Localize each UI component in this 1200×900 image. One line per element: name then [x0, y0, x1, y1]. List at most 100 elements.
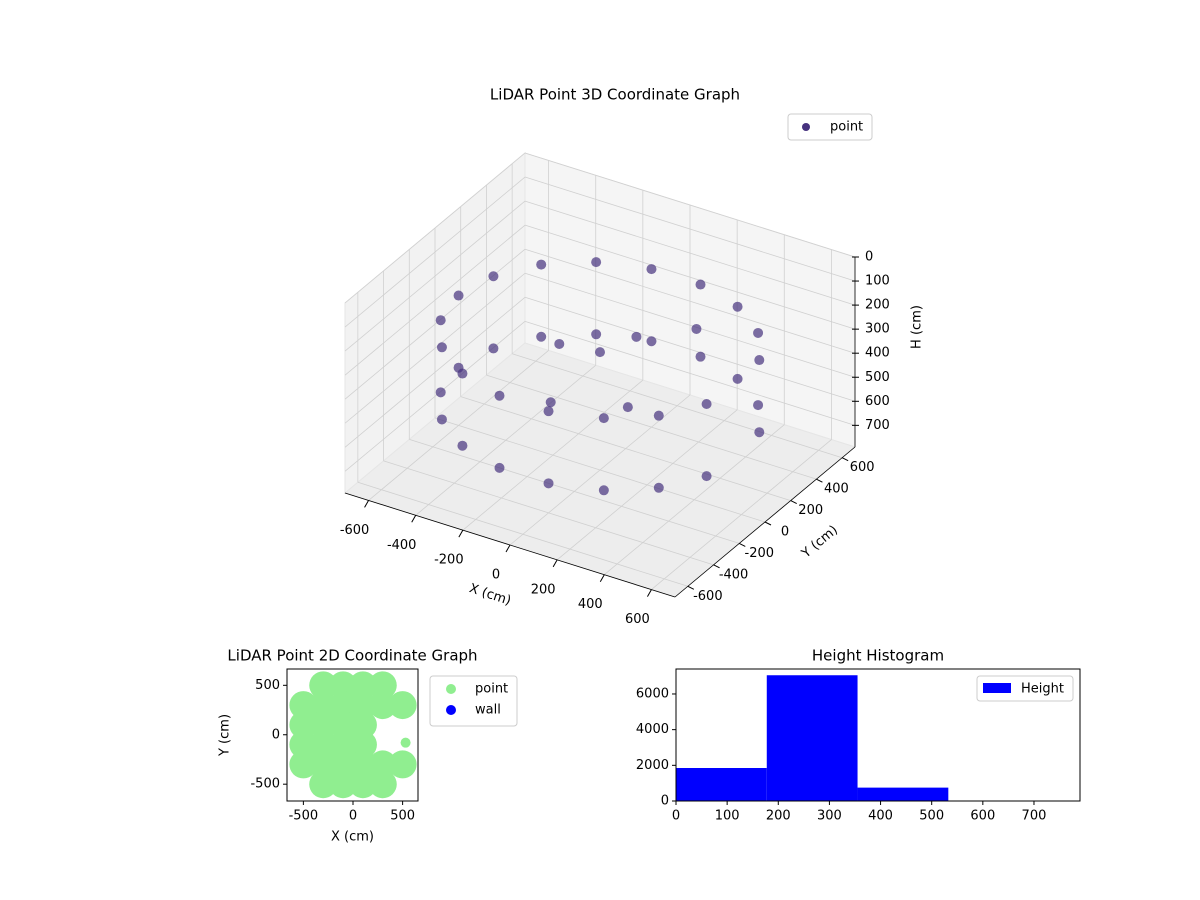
grid-line [524, 296, 856, 402]
point [488, 343, 499, 354]
point [732, 373, 743, 384]
x-axis-label: X (cm) [467, 581, 513, 609]
y-tick-label: 0 [781, 525, 789, 540]
point [435, 387, 446, 398]
plot-area [676, 675, 1040, 801]
bar [676, 768, 767, 801]
y-tick-label: 2000 [636, 758, 669, 773]
chart-title: Height Histogram [812, 647, 944, 665]
grid-line [524, 272, 856, 378]
point [691, 323, 702, 334]
point [457, 440, 468, 451]
x-tick-label: 0 [672, 809, 680, 824]
legend-label: point [830, 120, 863, 135]
point [653, 410, 664, 421]
grid-line [434, 417, 766, 523]
legend-box [976, 675, 1074, 702]
series-points [435, 257, 765, 496]
point [329, 691, 358, 720]
z-tick-label: 700 [865, 418, 890, 433]
y-tick [739, 542, 746, 547]
grid-line [524, 248, 856, 354]
grid-line [357, 481, 688, 587]
point [598, 413, 609, 424]
y-tick [764, 521, 772, 526]
point [753, 327, 764, 338]
point [388, 750, 417, 779]
legend-label: Height [1021, 682, 1064, 697]
grid-line [486, 374, 817, 480]
x-tick [364, 500, 370, 508]
point [329, 770, 358, 799]
point [453, 290, 464, 301]
point [543, 406, 554, 417]
point [622, 402, 633, 413]
z-tick-label: 600 [865, 394, 890, 409]
y-axis-line [674, 446, 856, 598]
point [436, 414, 447, 425]
point [348, 710, 377, 739]
z-tick-label: 200 [865, 298, 890, 313]
x-tick [458, 529, 464, 538]
z-tick-label: 400 [865, 346, 890, 361]
y-tick-label: 0 [272, 727, 280, 742]
point [543, 478, 554, 489]
grid-line [344, 200, 526, 352]
point [368, 671, 397, 700]
x-tick-label: 0 [349, 809, 357, 824]
grid-line [524, 200, 856, 306]
y-tick-label: -500 [250, 777, 280, 792]
point [329, 671, 358, 700]
x-tick-label: -500 [289, 809, 319, 824]
x-axis-label: X (cm) [331, 830, 374, 845]
grid-line [512, 353, 843, 459]
y-tick [687, 585, 695, 590]
grid-line [344, 296, 526, 448]
point [329, 710, 358, 739]
point [591, 329, 602, 340]
point [453, 362, 464, 373]
x-tick-label: 500 [919, 809, 944, 824]
point [488, 271, 499, 282]
point [591, 257, 602, 268]
y-tick-label: 4000 [636, 722, 669, 737]
point [309, 770, 338, 799]
point [695, 279, 706, 290]
legend-box [787, 113, 873, 141]
point [309, 750, 338, 779]
legend-marker [446, 705, 456, 715]
legend-marker [446, 684, 456, 694]
point [309, 710, 338, 739]
x-tick-label: 200 [531, 582, 556, 597]
x-tick-label: 600 [625, 612, 650, 627]
y-tick [713, 564, 720, 569]
x-tick-label: 600 [970, 809, 995, 824]
point [309, 730, 338, 759]
x-tick-label: 400 [578, 597, 603, 612]
point [368, 750, 397, 779]
y-tick-label: 200 [798, 503, 823, 518]
legend-marker [983, 683, 1011, 693]
legend-marker [802, 123, 810, 131]
point [494, 390, 505, 401]
point [646, 264, 657, 275]
grid-line [344, 224, 526, 376]
z-axis-label: H (cm) [910, 305, 925, 349]
x-axis-line [344, 492, 676, 598]
point [368, 691, 397, 720]
point [701, 398, 712, 409]
axes-frame [286, 668, 419, 802]
point [536, 331, 547, 342]
point [753, 400, 764, 411]
y-tick-label: -400 [719, 567, 749, 582]
point [436, 342, 447, 353]
y-tick-label: 600 [850, 460, 875, 475]
point [695, 351, 706, 362]
point [595, 347, 605, 358]
point [329, 730, 358, 759]
point [368, 770, 397, 799]
grid-line [344, 272, 526, 424]
grid-line [383, 460, 714, 566]
y-tick-label: 6000 [636, 686, 669, 701]
x-tick-label: 200 [766, 809, 791, 824]
